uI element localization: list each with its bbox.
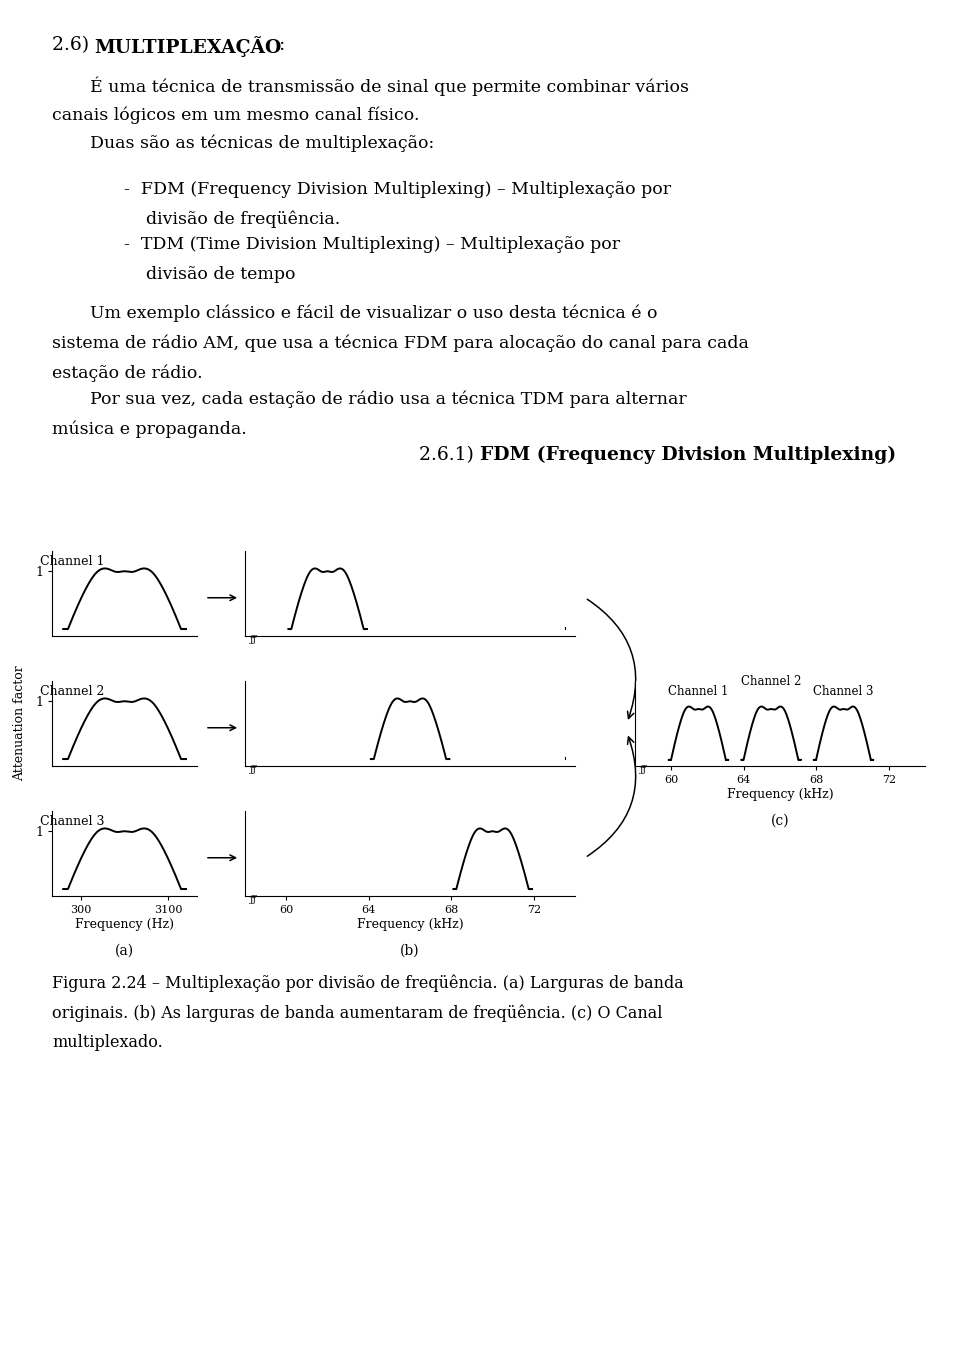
- Text: Duas são as técnicas de multiplexação:: Duas são as técnicas de multiplexação:: [90, 135, 434, 152]
- Text: Channel 3: Channel 3: [813, 685, 874, 697]
- Text: É uma técnica de transmissão de sinal que permite combinar vários: É uma técnica de transmissão de sinal qu…: [90, 75, 689, 96]
- FancyArrowPatch shape: [588, 599, 636, 719]
- Text: Channel 1: Channel 1: [668, 685, 729, 697]
- Text: -  FDM (Frequency Division Multiplexing) – Multiplexação por: - FDM (Frequency Division Multiplexing) …: [124, 180, 671, 198]
- Text: originais. (b) As larguras de banda aumentaram de freqüência. (c) O Canal: originais. (b) As larguras de banda aume…: [52, 1004, 662, 1022]
- Text: FDM (Frequency Division Multiplexing): FDM (Frequency Division Multiplexing): [480, 446, 896, 464]
- Text: Channel 2: Channel 2: [741, 674, 802, 688]
- Text: multiplexado.: multiplexado.: [52, 1034, 163, 1051]
- Text: Frequency (kHz): Frequency (kHz): [357, 918, 464, 931]
- Text: Channel 1: Channel 1: [40, 555, 105, 568]
- Text: divisão de tempo: divisão de tempo: [146, 267, 296, 283]
- Text: divisão de freqüência.: divisão de freqüência.: [146, 211, 340, 229]
- Text: Frequency (kHz): Frequency (kHz): [727, 787, 833, 801]
- Text: MULTIPLEXAÇÃO: MULTIPLEXAÇÃO: [94, 36, 281, 57]
- Text: :: :: [279, 36, 285, 54]
- Text: Channel 2: Channel 2: [40, 685, 105, 699]
- Text: 2.6): 2.6): [52, 36, 95, 54]
- Text: -  TDM (Time Division Multiplexing) – Multiplexação por: - TDM (Time Division Multiplexing) – Mul…: [124, 236, 620, 253]
- Text: ƒƒ: ƒƒ: [251, 635, 257, 643]
- Text: Figura 2.24 – Multiplexação por divisão de freqüência. (a) Larguras de banda: Figura 2.24 – Multiplexação por divisão …: [52, 975, 684, 992]
- Text: Channel 3: Channel 3: [40, 816, 105, 828]
- Text: Attenuation factor: Attenuation factor: [13, 666, 27, 782]
- Text: (c): (c): [771, 814, 789, 828]
- Text: ƒƒ: ƒƒ: [251, 895, 257, 905]
- Text: ƒƒ: ƒƒ: [251, 765, 257, 774]
- Text: Por sua vez, cada estação de rádio usa a técnica TDM para alternar: Por sua vez, cada estação de rádio usa a…: [90, 390, 686, 408]
- Text: (b): (b): [400, 944, 420, 958]
- Text: Um exemplo clássico e fácil de visualizar o uso desta técnica é o: Um exemplo clássico e fácil de visualiza…: [90, 304, 658, 322]
- FancyArrowPatch shape: [588, 738, 636, 856]
- Text: estação de rádio.: estação de rádio.: [52, 363, 203, 381]
- Text: (a): (a): [115, 944, 134, 958]
- Text: 2.6.1): 2.6.1): [420, 446, 480, 464]
- Text: ƒƒ: ƒƒ: [639, 765, 647, 774]
- Text: sistema de rádio AM, que usa a técnica FDM para alocação do canal para cada: sistema de rádio AM, que usa a técnica F…: [52, 334, 749, 351]
- Text: Frequency (Hz): Frequency (Hz): [75, 918, 174, 931]
- Text: canais lógicos em um mesmo canal físico.: canais lógicos em um mesmo canal físico.: [52, 106, 420, 124]
- Text: música e propaganda.: música e propaganda.: [52, 421, 247, 439]
